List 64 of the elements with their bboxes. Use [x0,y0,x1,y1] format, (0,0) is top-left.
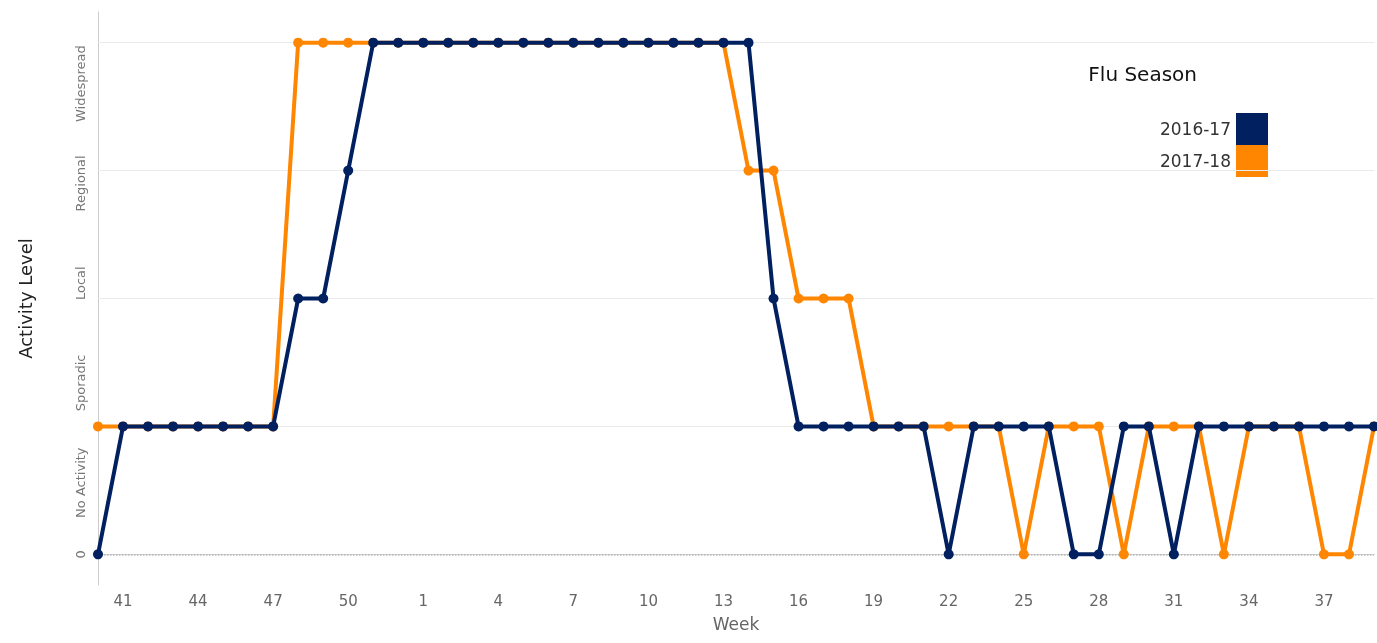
point [318,37,329,48]
point [1343,549,1354,560]
text: Local [72,266,88,300]
point [818,421,829,432]
point [768,165,779,176]
point [1018,421,1029,432]
x-tick-label: 44 [188,591,208,610]
x-tick-label: 37 [1314,591,1334,610]
legend-label: 2016-17 [1159,119,1231,139]
point [93,421,103,432]
x-tick-label: 10 [638,591,658,610]
x-tick-label: 28 [1089,591,1109,610]
point [943,421,954,432]
x-tick-label: 47 [263,591,283,610]
point [943,549,954,560]
point [768,293,779,304]
point [843,293,854,304]
point [343,37,354,48]
y-axis-title: Activity Level [14,238,36,359]
point [1068,421,1079,432]
x-tick-label: 22 [939,591,959,610]
point [793,293,804,304]
point [1118,421,1129,432]
point [743,37,754,48]
point [818,293,829,304]
point [1093,549,1104,560]
point [1168,549,1179,560]
x-tick-label: 41 [113,591,133,610]
legend-title: Flu Season [1088,62,1198,86]
legend-label: 2017-18 [1159,151,1231,171]
x-tick-label: 34 [1239,591,1259,610]
x-tick-label: 31 [1164,591,1184,610]
point [93,549,103,560]
point [343,165,354,176]
point [1068,549,1079,560]
point [743,165,754,176]
point [793,421,804,432]
point [1218,421,1229,432]
x-tick-label: 16 [789,591,809,610]
x-tick-label: 7 [568,591,579,610]
x-tick-label: 50 [338,591,358,610]
text: No Activity [72,447,88,518]
x-tick-label: 13 [713,591,734,610]
point [1343,421,1354,432]
point [1118,549,1129,560]
text: Regional [72,155,88,212]
x-tick-label: 25 [1014,591,1034,610]
text: 0 [72,550,88,559]
point [1093,421,1104,432]
point [843,421,854,432]
x-axis-title: Week [712,613,760,634]
point [1218,549,1229,560]
x-tick-label: 1 [418,591,429,610]
point [318,293,329,304]
x-tick-label: 19 [864,591,884,610]
x-tick-label: 4 [493,591,504,610]
text: Sporadic [72,354,88,412]
point [293,37,304,48]
point [1018,549,1029,560]
point [1318,549,1329,560]
point [1318,421,1329,432]
point [293,293,304,304]
text: Widespread [72,45,88,122]
point [1168,421,1179,432]
